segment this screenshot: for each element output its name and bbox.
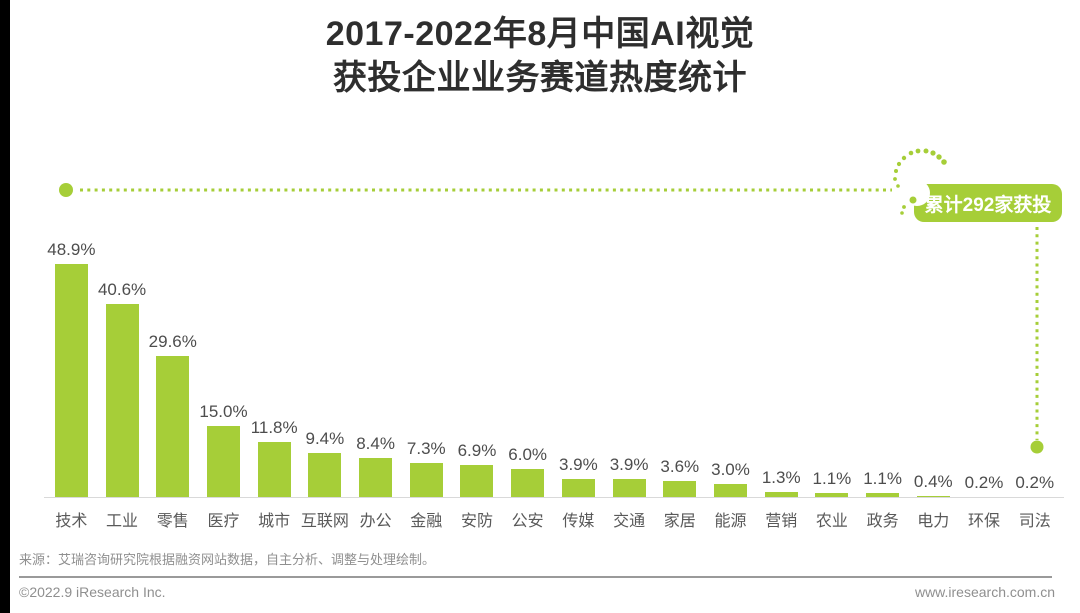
left-edge-artifact (0, 0, 10, 613)
bar (359, 457, 393, 498)
bar (663, 480, 697, 498)
value-label: 7.3% (406, 439, 446, 459)
bar-slot: 3.0% (705, 216, 756, 498)
bar-slot: 8.4% (350, 216, 401, 498)
value-label: 48.9% (47, 240, 96, 260)
category-label: 能源 (714, 513, 747, 530)
bar-slot: 3.9% (553, 216, 604, 498)
bar-slot: 1.1% (807, 216, 858, 498)
category-label: 安防 (460, 513, 493, 530)
bar-slot: 15.0% (198, 216, 249, 498)
website-url: www.iresearch.com.cn (914, 584, 1055, 600)
footer-divider (19, 576, 1052, 578)
bar-slot: 6.9% (452, 216, 503, 498)
bar-slot: 3.6% (654, 216, 705, 498)
category-label: 电力 (917, 513, 950, 530)
value-label: 40.6% (97, 279, 147, 299)
bar-slot: 0.4% (908, 216, 959, 498)
category-label: 家居 (663, 513, 696, 530)
bar-slot: 9.4% (300, 216, 351, 498)
category-label: 技术 (55, 513, 88, 530)
bar (866, 492, 900, 498)
bar (815, 492, 849, 498)
bar (713, 483, 747, 498)
cumulative-total-badge-label: 累计292家获投 (924, 194, 1052, 216)
value-label: 0.4% (913, 472, 953, 492)
category-label: 零售 (156, 513, 189, 530)
value-label: 3.9% (609, 455, 649, 475)
bar-slot: 48.9% (46, 216, 97, 498)
bar-slot: 1.3% (756, 216, 807, 498)
cumulative-total-badge: 累计292家获投 (914, 184, 1062, 222)
category-label: 司法 (1018, 513, 1051, 530)
category-label: 办公 (359, 513, 392, 530)
chart-title: 2017-2022年8月中国AI视觉 获投企业业务赛道热度统计 (0, 12, 1080, 100)
category-label: 互联网 (300, 513, 349, 530)
value-label: 3.6% (660, 456, 700, 476)
category-label: 公安 (511, 513, 544, 530)
bar (764, 491, 798, 498)
bar (409, 463, 443, 498)
value-label: 1.1% (812, 468, 852, 488)
bar (561, 479, 595, 498)
chart-title-line-1: 2017-2022年8月中国AI视觉 (325, 15, 755, 53)
category-label: 医疗 (207, 513, 240, 530)
bar-area: 48.9% 40.6% 29.6% 15.0% 11.8% 9.4% 8.4% 7.3% 6.9… (46, 216, 1060, 498)
bar (612, 479, 646, 498)
bar-slot: 29.6% (147, 216, 198, 498)
bar (511, 469, 545, 498)
copyright-text: ©2022.9 iResearch Inc. (19, 584, 166, 600)
value-label: 8.4% (356, 433, 395, 453)
x-axis-line (44, 497, 1064, 498)
leader-start-dot (59, 183, 73, 197)
category-label: 传媒 (562, 513, 595, 530)
category-label: 营销 (765, 513, 798, 530)
bar-slot: 0.2% (1009, 216, 1060, 498)
bar-slot: 6.0% (502, 216, 553, 498)
bar (105, 303, 139, 498)
category-label: 交通 (613, 513, 646, 530)
bar-slot: 0.2% (959, 216, 1010, 498)
category-label: 农业 (815, 513, 848, 530)
category-label: 工业 (106, 513, 139, 530)
category-row: 技术 工业 零售 医疗 城市 互联网 办公 金融 安防 公安 传媒 交通 家居 能源 营销 农业 政务 电力 环保司… (46, 507, 1060, 531)
value-label: 15.0% (199, 402, 248, 422)
value-label: 29.6% (148, 332, 197, 352)
value-label: 1.1% (863, 468, 902, 488)
category-label: 政务 (866, 513, 899, 530)
bar (156, 356, 190, 498)
bar (308, 453, 342, 498)
bar-slot: 3.9% (604, 216, 655, 498)
value-label: 11.8% (250, 417, 298, 437)
value-label: 3.0% (711, 459, 750, 479)
bar (54, 264, 88, 498)
source-note: 来源：艾瑞咨询研究院根据融资网站数据，自主分析、调整与处理绘制。 (19, 552, 436, 567)
category-label: 金融 (410, 513, 443, 530)
value-label: 1.3% (761, 467, 801, 487)
value-label: 6.0% (508, 445, 548, 465)
value-label: 0.2% (964, 472, 1004, 492)
bar (257, 441, 291, 498)
bar (460, 464, 494, 498)
value-label: 9.4% (305, 429, 345, 449)
category-label: 城市 (258, 513, 291, 530)
chart-title-line-2: 获投企业业务赛道热度统计 (333, 59, 747, 97)
bar-slot: 11.8% (249, 216, 300, 498)
bar (206, 426, 240, 498)
value-label: 0.2% (1015, 472, 1055, 492)
bar-slot: 40.6% (97, 216, 148, 498)
bar-slot: 1.1% (857, 216, 908, 498)
category-label: 环保 (968, 513, 1001, 530)
value-label: 6.9% (457, 440, 497, 460)
bar-slot: 7.3% (401, 216, 452, 498)
value-label: 3.9% (559, 455, 598, 475)
